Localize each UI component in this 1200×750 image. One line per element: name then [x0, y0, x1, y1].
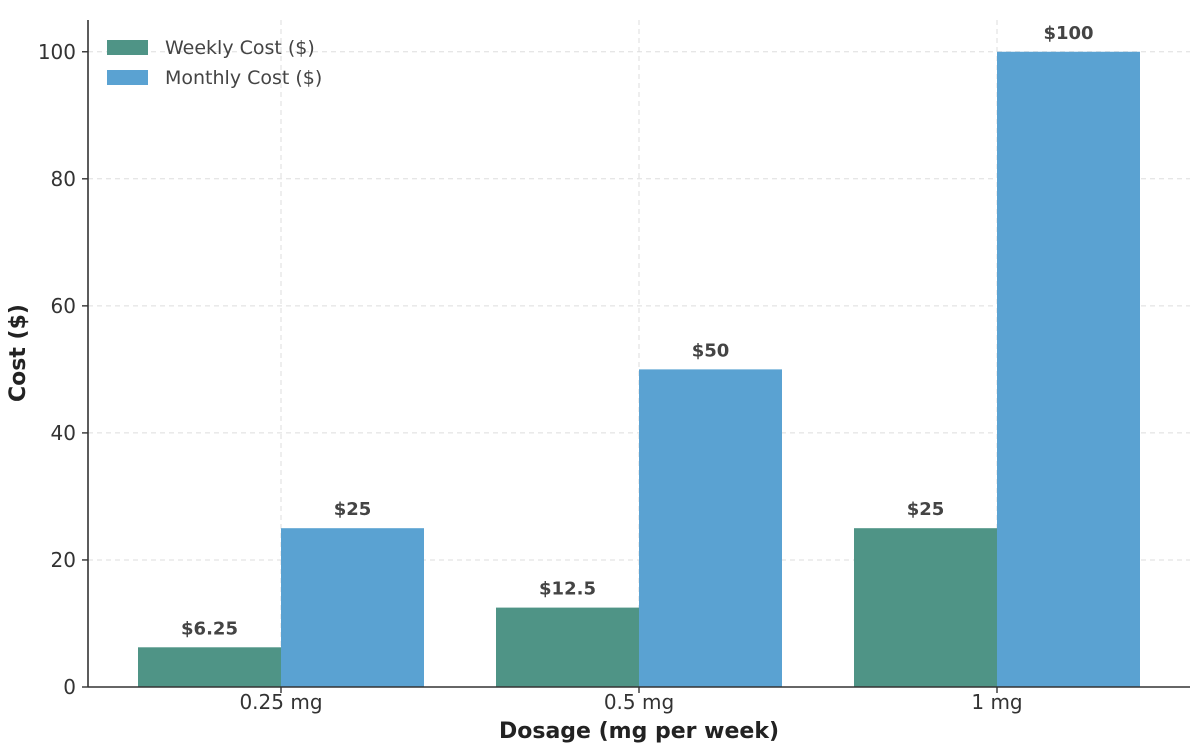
x-tick-label: 0.5 mg	[604, 690, 674, 714]
x-axis-title: Dosage (mg per week)	[499, 719, 779, 744]
x-tick-label: 0.25 mg	[239, 690, 322, 714]
legend-label: Weekly Cost ($)	[165, 37, 315, 59]
tick-labels: 0 20 40 60 80 100 0.25 mg 0.5 mg 1 mg	[38, 40, 1023, 714]
bar-value-label: $6.25	[181, 618, 238, 639]
bar-weekly-cost	[854, 528, 997, 687]
bar-weekly-cost	[496, 607, 639, 687]
y-tick-label: 20	[51, 548, 76, 572]
y-axis-title: Cost ($)	[6, 304, 31, 402]
y-tick-label: 40	[51, 421, 76, 445]
y-tick-label: 80	[51, 167, 76, 191]
grid-lines	[88, 20, 1190, 687]
bar-value-label: $25	[334, 499, 372, 520]
y-tick-label: 60	[51, 294, 76, 318]
bars	[138, 51, 1140, 688]
bar-monthly-cost	[639, 369, 782, 687]
y-tick-label: 100	[38, 40, 76, 64]
bar-value-label: $25	[907, 499, 945, 520]
bar-weekly-cost	[138, 647, 281, 687]
bar-monthly-cost	[997, 51, 1140, 688]
bar-value-label: $100	[1043, 23, 1093, 44]
legend-label: Monthly Cost ($)	[165, 67, 322, 89]
legend-swatch	[107, 40, 148, 55]
bar-value-label: $12.5	[539, 579, 596, 600]
legend-swatch	[107, 70, 148, 85]
bar-monthly-cost	[281, 528, 424, 687]
x-tick-label: 1 mg	[971, 690, 1022, 714]
legend: Weekly Cost ($) Monthly Cost ($)	[107, 37, 322, 89]
y-tick-label: 0	[63, 675, 76, 699]
bar-value-label: $50	[692, 340, 730, 361]
data-labels: $6.25 $12.5 $25 $25 $50 $100	[181, 23, 1094, 640]
